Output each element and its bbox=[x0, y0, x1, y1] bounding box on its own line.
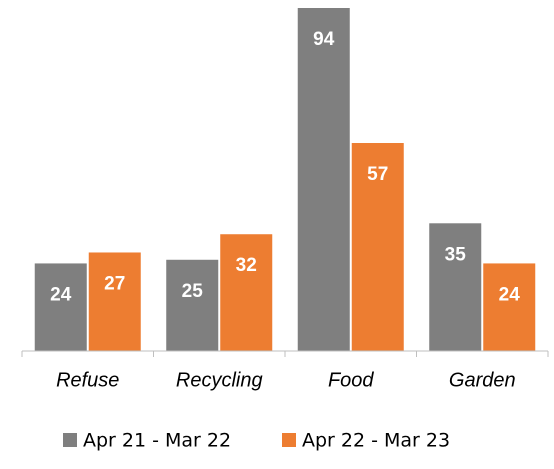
data-label: 27 bbox=[104, 273, 125, 294]
data-label: 24 bbox=[50, 284, 72, 305]
bar bbox=[297, 8, 350, 351]
bar bbox=[34, 263, 87, 351]
x-tick-label: Food bbox=[328, 369, 374, 391]
data-label: 25 bbox=[182, 281, 204, 302]
data-label: 35 bbox=[445, 244, 467, 265]
legend-label: Apr 22 - Mar 23 bbox=[302, 430, 450, 452]
legend-label: Apr 21 - Mar 22 bbox=[83, 430, 231, 452]
data-label: 24 bbox=[499, 284, 521, 305]
bar bbox=[429, 223, 482, 351]
legend-swatch bbox=[63, 433, 77, 447]
x-tick-label: Refuse bbox=[56, 369, 119, 391]
x-tick-label: Garden bbox=[449, 369, 516, 391]
data-label: 32 bbox=[236, 255, 257, 276]
bar bbox=[166, 259, 219, 351]
bar bbox=[220, 234, 273, 351]
bar bbox=[351, 143, 404, 351]
legend-swatch bbox=[282, 433, 296, 447]
data-label: 94 bbox=[313, 29, 335, 50]
bar bbox=[88, 252, 141, 351]
x-tick-label: Recycling bbox=[176, 369, 263, 391]
data-label: 57 bbox=[367, 164, 388, 185]
bar bbox=[483, 263, 536, 351]
